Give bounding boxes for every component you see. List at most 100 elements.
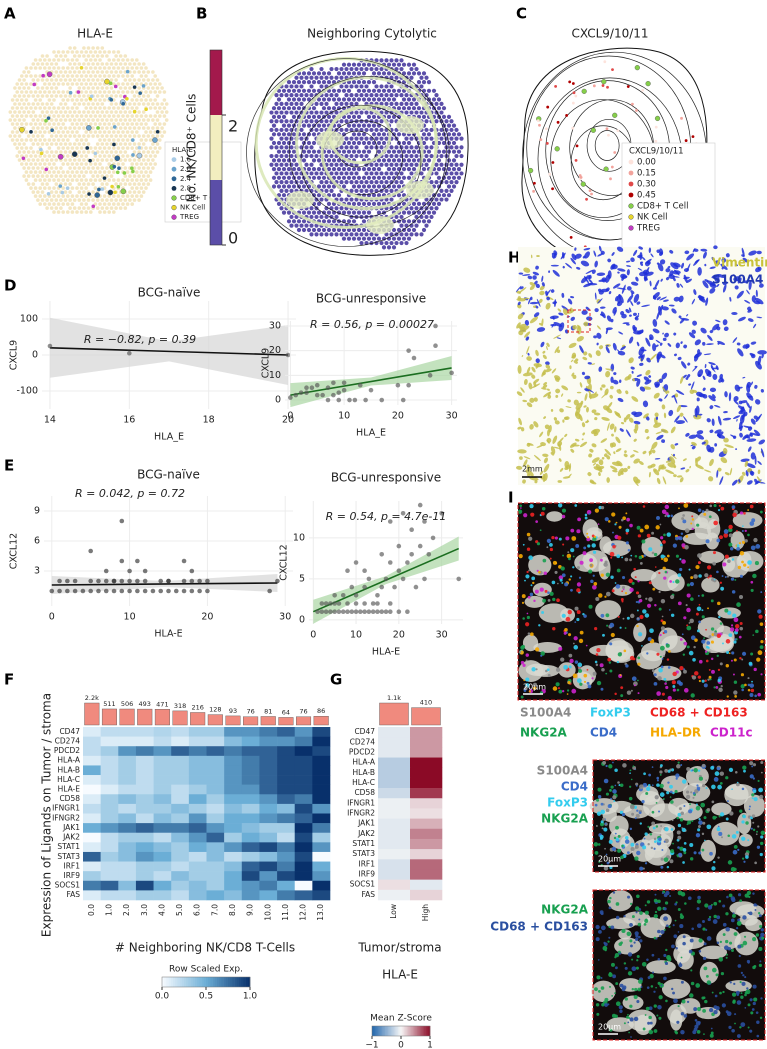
x-tick-label: 20 — [393, 630, 405, 641]
spot — [281, 158, 287, 163]
spot — [429, 153, 434, 159]
cell-signal — [757, 650, 763, 656]
stain — [717, 415, 722, 426]
spot — [404, 136, 409, 141]
spot — [404, 153, 409, 159]
stain — [598, 459, 604, 466]
spot — [336, 175, 342, 180]
stain — [693, 289, 697, 295]
spot — [346, 175, 352, 180]
spot — [13, 102, 17, 106]
stain — [547, 429, 550, 437]
spot — [100, 182, 105, 186]
stain — [686, 253, 695, 261]
spot — [121, 202, 125, 206]
spot — [339, 145, 344, 150]
spot — [414, 223, 419, 228]
stain — [571, 253, 577, 261]
cell-signal — [569, 658, 574, 664]
spot — [33, 122, 38, 126]
stain — [658, 464, 664, 470]
colorbar-step — [219, 977, 222, 987]
stain — [654, 383, 660, 388]
spot — [61, 138, 65, 142]
heatmap-cell — [153, 775, 172, 785]
cell — [68, 90, 73, 95]
cell — [89, 94, 94, 99]
stain — [627, 373, 632, 380]
cell-signal — [619, 626, 622, 629]
stain — [588, 274, 592, 279]
spot — [89, 82, 93, 86]
spot — [386, 149, 392, 154]
cell-signal — [698, 659, 703, 664]
stain — [640, 261, 644, 264]
spot — [364, 127, 369, 133]
cell-signal — [733, 640, 737, 644]
stain — [551, 252, 554, 255]
cell-signal — [678, 507, 680, 510]
spot — [414, 145, 419, 150]
stain — [529, 282, 536, 287]
spot — [93, 154, 98, 158]
heatmap-cell — [83, 784, 101, 795]
spot — [326, 219, 332, 224]
spot — [135, 106, 139, 110]
spot — [281, 167, 287, 172]
spot — [47, 146, 52, 150]
spot — [274, 110, 279, 115]
spot — [162, 98, 167, 102]
stain — [591, 443, 597, 448]
cell — [581, 88, 587, 94]
spot — [49, 150, 54, 154]
heatmap-cell — [135, 832, 154, 843]
stain — [704, 263, 707, 267]
data-point — [357, 382, 363, 388]
heatmap-cell — [171, 755, 190, 766]
spot — [123, 62, 128, 66]
stain — [736, 290, 744, 299]
spot — [17, 142, 22, 146]
data-point — [345, 609, 350, 614]
cell-signal — [682, 514, 685, 517]
cell-signal — [716, 570, 719, 574]
spot — [269, 119, 274, 124]
spot — [389, 162, 394, 167]
spot — [56, 90, 61, 94]
spot — [84, 98, 88, 102]
cell-signal — [675, 554, 679, 558]
heatmap-cell — [118, 832, 137, 843]
spot — [391, 158, 397, 163]
heatmap-cell — [118, 736, 137, 747]
spot — [276, 184, 282, 189]
spot — [102, 130, 107, 134]
spot — [63, 102, 68, 106]
spot — [61, 202, 65, 206]
spot — [401, 149, 407, 154]
spot — [148, 82, 153, 86]
cell-signal — [554, 570, 558, 574]
stain — [570, 316, 575, 321]
spot — [311, 71, 317, 76]
spot — [114, 206, 118, 210]
cell-signal — [644, 613, 650, 618]
colorbar-step — [376, 1026, 379, 1036]
spot — [130, 58, 134, 62]
spot — [130, 74, 134, 78]
spot — [45, 182, 49, 186]
spot — [31, 102, 36, 106]
spot — [441, 114, 447, 119]
heatmap-cell — [259, 842, 278, 853]
heatmap-cell — [100, 794, 119, 805]
spot — [271, 123, 277, 128]
heatmap-cell — [100, 746, 119, 757]
cell-body — [595, 600, 622, 621]
spot — [132, 174, 137, 178]
stain — [604, 388, 609, 396]
spot — [125, 58, 130, 62]
stain — [737, 348, 744, 357]
stain — [594, 260, 598, 268]
colorbar-step — [236, 977, 240, 987]
spot — [329, 153, 334, 159]
heatmap-cell — [83, 746, 101, 757]
